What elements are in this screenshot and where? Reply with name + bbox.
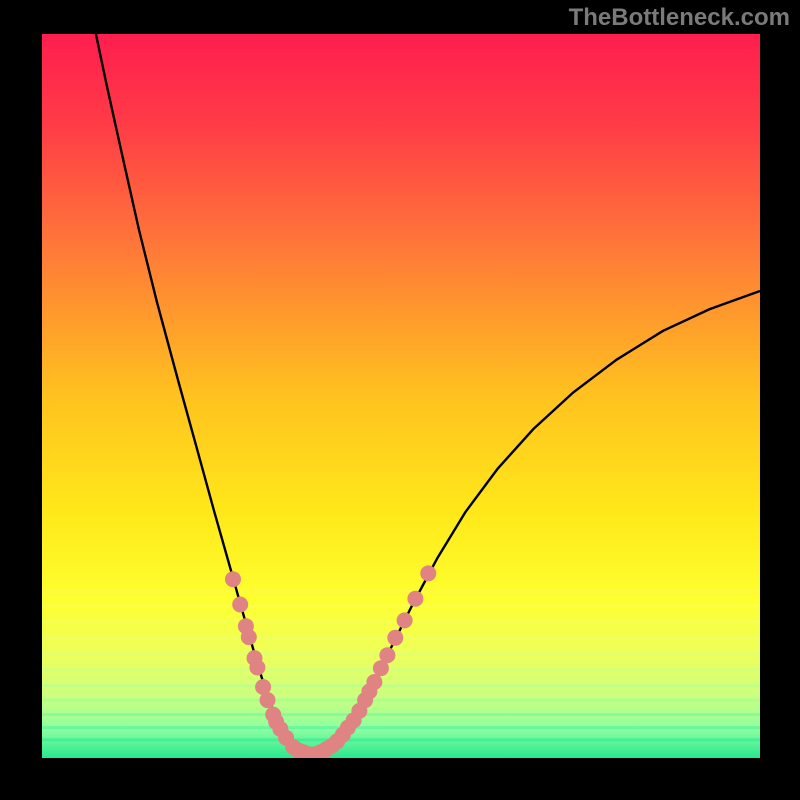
scatter-point	[387, 630, 403, 646]
scatter-point	[249, 660, 265, 676]
scatter-point	[225, 571, 241, 587]
scatter-point	[379, 647, 395, 663]
watermark-text: TheBottleneck.com	[569, 4, 790, 32]
plot-svg	[42, 34, 760, 758]
plot-area	[42, 34, 760, 758]
scatter-point	[420, 565, 436, 581]
scatter-point	[241, 629, 257, 645]
chart-container: TheBottleneck.com	[0, 0, 800, 800]
scatter-point	[407, 591, 423, 607]
scatter-point	[397, 612, 413, 628]
scatter-point	[366, 674, 382, 690]
scatter-point	[260, 692, 276, 708]
gradient-background	[42, 34, 760, 758]
scatter-point	[232, 597, 248, 613]
